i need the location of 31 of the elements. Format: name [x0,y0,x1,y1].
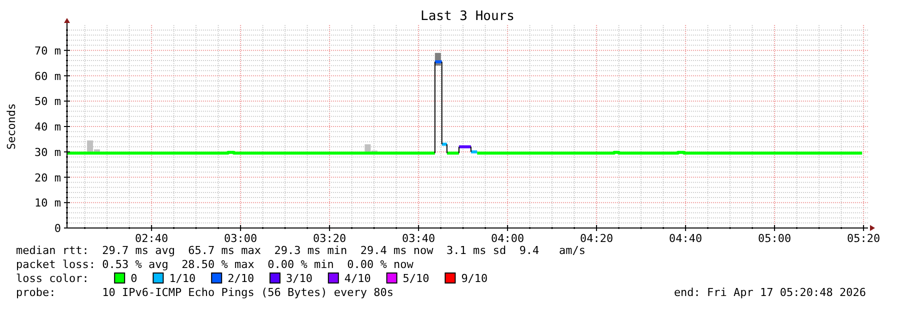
x-tick-label: 03:20 [312,232,346,245]
y-tick-label: 30 m [34,146,62,159]
y-tick-label: 70 m [34,44,62,58]
y-axis-title: Seconds [5,103,18,150]
legend-label: 5/10 [402,272,430,285]
chart-title: Last 3 Hours [420,9,514,24]
legend-label: 9/10 [461,272,488,285]
legend-label: 1/10 [169,272,196,285]
x-tick-label: 03:00 [224,232,258,245]
x-tick-label: 04:20 [580,232,614,245]
y-tick-label: 0 [54,222,61,235]
text: median rtt: 29.7 ms avg 65.7 ms max 29.3 ms min 29.4 ms now 3.1 ms sd 9.4 am/s [16,244,586,257]
x-tick-label: 04:40 [668,232,702,245]
y-tick-label: 20 m [34,171,62,184]
legend-label: 3/10 [286,272,312,285]
x-tick-label: 04:00 [490,232,524,245]
x-tick-label: 05:20 [846,232,880,245]
legend-label: 0 [130,272,138,285]
x-tick-label: 05:00 [758,232,792,245]
y-tick-label: 60 m [34,70,62,83]
x-tick-label: 02:40 [134,232,168,245]
text: packet loss: 0.53 % avg 28.50 % max 0.00 % min 0.00 % now [16,258,414,271]
y-tick-label: 50 m [34,95,62,108]
y-tick-label: 40 m [34,120,62,134]
legend-label: 4/10 [344,272,371,285]
y-tick-label: 10 m [34,196,62,210]
x-tick-label: 03:40 [402,232,436,245]
legend-title: loss color: [16,272,89,285]
text: end: Fri Apr 17 05:20:48 2026 [674,286,866,299]
text: probe: 10 IPv6-ICMP Echo Pings (56 Bytes) every 80s [16,286,394,299]
legend-label: 2/10 [228,272,254,285]
